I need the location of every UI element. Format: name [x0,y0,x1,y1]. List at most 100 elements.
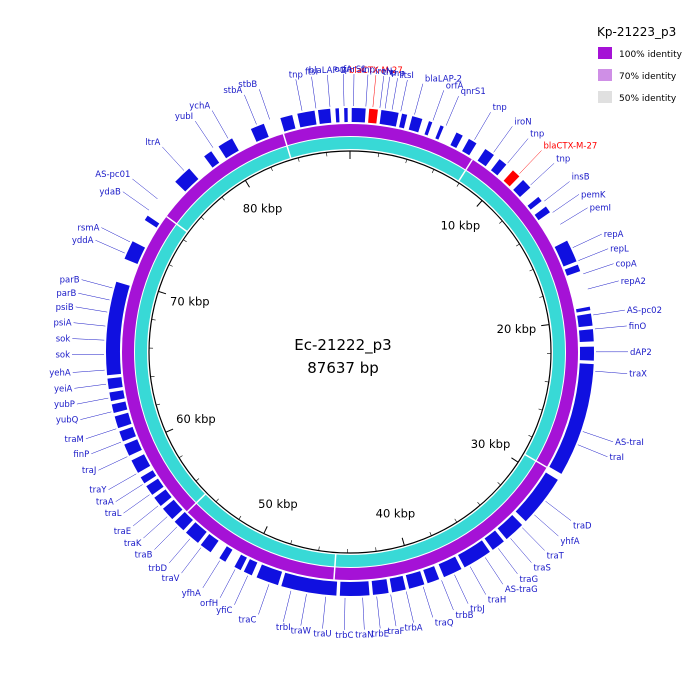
gene-label: copA [616,260,637,270]
kbp-tick-label: 70 kbp [170,294,210,308]
gene-label: traN [355,631,373,641]
gene-leader-line [194,120,214,148]
gene-label: AS-traI [615,438,644,448]
gene-block [579,346,594,361]
gene-leader-line [534,514,559,537]
gene-block [371,579,389,595]
kbp-tick [401,537,405,546]
gene-label: traC [238,615,256,625]
kbp-tick [158,290,167,295]
gene-leader-line [593,309,625,316]
gene-label: traB [135,551,153,561]
gene-label: repL [610,245,629,255]
kbp-tick [195,478,200,482]
gene-label: tnp [530,130,544,140]
gene-block [379,110,399,127]
kbp-tick [297,157,300,162]
gene-label: stbA [223,86,242,96]
gene-leader-line [376,596,381,629]
gene-label: traJ [82,466,97,476]
gene-leader-line [365,74,369,107]
ring-gap [457,159,473,182]
gene-leader-line [530,163,555,186]
gene-label: stbB [238,80,257,90]
gene-label: traD [573,522,592,532]
gene-label: ychA [189,102,210,112]
gene-leader-line [258,584,270,615]
gene-leader-line [300,594,307,626]
gene-label: traY [89,486,107,496]
identity-ring-outer [122,124,578,580]
gene-block [140,470,157,484]
gene-leader-line [493,126,513,153]
legend-swatch-50 [598,91,612,103]
gene-leader-line [582,431,614,443]
gene-block [389,575,406,593]
gene-leader-line [400,79,408,112]
gene-leader-line [343,74,345,107]
legend-label-50: 50% identity [619,94,677,104]
gene-leader-line [441,580,454,611]
gene-block [575,306,591,313]
gene-label: finO [629,322,647,332]
gene-block [450,132,463,149]
gene-leader-line [454,574,469,604]
gene-block [344,108,348,123]
gene-block [119,426,136,442]
gene-block [219,546,233,562]
kbp-tick [405,159,408,164]
gene-block [339,581,370,596]
gene-leader-line [72,369,105,373]
gene-block [317,108,332,124]
gene-block [124,439,142,456]
gene-label: yubQ [56,416,79,426]
kbp-tick [377,153,380,158]
gene-leader-line [372,75,377,108]
kbp-tick-label: 50 kbp [258,497,298,511]
kbp-tick [151,319,156,321]
gene-leader-line [595,370,628,374]
gene-block [534,206,550,221]
kbp-tick [477,501,481,506]
kbp-tick [270,167,273,171]
gene-leader-line [423,586,434,618]
gene-leader-line [154,526,178,550]
gene-block [218,138,239,159]
gene-block [146,478,164,495]
gene-label: parB [60,276,80,286]
gene-block [408,116,423,133]
gene-label: trbE [371,629,389,639]
gene-block [423,566,440,584]
gene-leader-line [552,194,580,213]
gene-label: traM [65,435,84,445]
kbp-tick [183,239,187,243]
gene-leader-line [577,444,608,458]
gene-label: traX [629,370,647,380]
gene-label: ltrA [145,138,160,148]
kbp-tick [431,169,435,174]
gene-label: traI [609,453,624,463]
gene-leader-line [108,473,137,490]
legend-swatch-100 [598,47,612,59]
gene-leader-line [98,456,128,471]
gene-block [281,572,338,596]
gene-label: repA [604,230,624,240]
kbp-tick [290,540,293,545]
gene-label: AS-pc01 [95,170,130,180]
gene-leader-line [519,150,542,174]
gene-leader-line [81,279,113,289]
gene-leader-line [414,83,424,115]
gene-label: traH [488,596,506,606]
legend-label-100: 100% identity [619,50,683,60]
gene-leader-line [219,569,236,598]
gene-leader-line [95,239,125,254]
kbp-tick [200,216,205,220]
gene-label: traK [124,539,142,549]
gene-label: yubP [54,400,75,410]
gene-label: blaLAP-2 [309,66,346,76]
gene-block [280,114,296,132]
gene-block [554,240,577,267]
gene-block [185,522,207,543]
gene-leader-line [384,76,390,109]
gene-block [114,412,132,429]
